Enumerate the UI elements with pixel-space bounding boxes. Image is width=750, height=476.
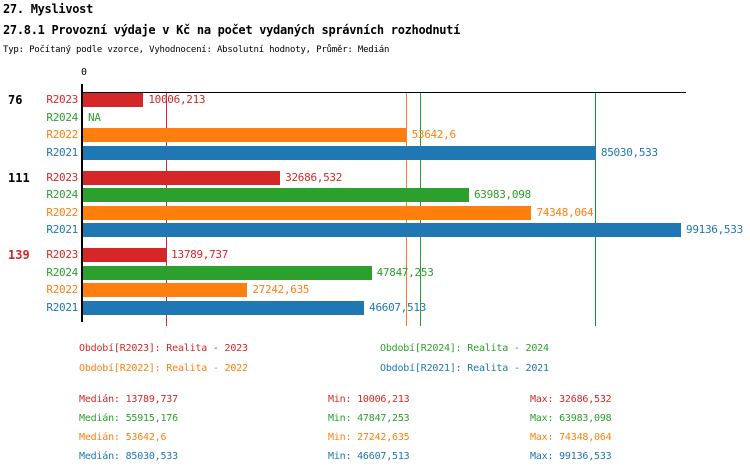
row-label-r2021: R2021 (46, 223, 78, 236)
bar-r2022 (83, 128, 407, 142)
row-label-r2021: R2021 (46, 145, 78, 159)
row-label-r2024: R2024 (46, 110, 78, 124)
row-label-r2023: R2023 (46, 248, 78, 261)
row-label-r2024: R2024 (46, 188, 78, 201)
chart-title: 27.8.1 Provozní výdaje v Kč na počet vyd… (3, 23, 461, 37)
bar-r2024 (83, 188, 469, 202)
bar-r2021 (83, 300, 365, 315)
bar-r2021 (83, 223, 681, 237)
bar-value-r2024: 47847,253 (376, 265, 434, 279)
row-label-r2024: R2024 (46, 265, 78, 279)
bar-value-r2024: 63983,098 (473, 188, 531, 201)
axis-zero-label: 0 (80, 67, 88, 78)
stat-max-r2024: Max: 63983,098 (530, 413, 612, 424)
row-label-r2022: R2022 (46, 128, 78, 141)
bar-value-r2021: 85030,533 (600, 145, 658, 159)
bar-value-na: NA (88, 110, 101, 124)
bar-value-r2022: 74348,064 (536, 205, 594, 219)
chart-meta: Typ: Počítaný podle vzorce, Vyhodnocení:… (3, 45, 390, 55)
legend-item-r2024: Období[R2024]: Realita - 2024 (380, 343, 549, 354)
legend-item-r2023: Období[R2023]: Realita - 2023 (79, 343, 248, 354)
y-axis-line (81, 84, 83, 322)
bar-value-r2023: 32686,532 (285, 170, 343, 184)
stat-median-r2021: Medián: 85030,533 (79, 451, 178, 462)
legend-item-r2022: Období[R2022]: Realita - 2022 (79, 363, 248, 374)
bar-value-r2022: 27242,635 (252, 283, 310, 296)
x-axis-line (81, 92, 686, 93)
stat-median-r2023: Medián: 13789,737 (79, 394, 178, 405)
group-label-139: 139 (8, 248, 30, 262)
median-line-r2021 (595, 93, 597, 326)
page-title: 27. Myslivost (3, 2, 94, 16)
row-label-r2023: R2023 (46, 170, 78, 184)
row-label-r2021: R2021 (46, 300, 78, 314)
bar-value-r2023: 10006,213 (148, 93, 206, 106)
bar-value-r2022: 53642,6 (411, 128, 457, 141)
bar-r2022 (83, 205, 532, 220)
stat-max-r2022: Max: 74348,064 (530, 432, 612, 443)
stat-median-r2022: Medián: 53642,6 (79, 432, 167, 443)
bar-value-r2023: 13789,737 (171, 248, 229, 261)
stat-min-r2023: Min: 10006,213 (328, 394, 410, 405)
bar-value-r2021: 99136,533 (686, 223, 743, 236)
bar-r2023 (83, 93, 144, 107)
bar-r2023 (83, 170, 281, 185)
stat-max-r2023: Max: 32686,532 (530, 394, 612, 405)
stat-median-r2024: Medián: 55915,176 (79, 413, 178, 424)
bar-r2024 (83, 265, 372, 280)
bar-r2023 (83, 248, 167, 262)
stat-min-r2021: Min: 46607,513 (328, 451, 410, 462)
bar-r2021 (83, 145, 596, 160)
stat-min-r2022: Min: 27242,635 (328, 432, 410, 443)
legend-item-r2021: Období[R2021]: Realita - 2021 (380, 363, 549, 374)
stat-max-r2021: Max: 99136,533 (530, 451, 612, 462)
bar-r2022 (83, 283, 248, 297)
row-label-r2023: R2023 (46, 93, 78, 106)
group-label-76: 76 (8, 93, 23, 107)
row-label-r2022: R2022 (46, 205, 78, 219)
group-label-111: 111 (8, 170, 30, 185)
row-label-r2022: R2022 (46, 283, 78, 296)
bar-value-r2021: 46607,513 (369, 300, 427, 314)
stat-min-r2024: Min: 47847,253 (328, 413, 410, 424)
